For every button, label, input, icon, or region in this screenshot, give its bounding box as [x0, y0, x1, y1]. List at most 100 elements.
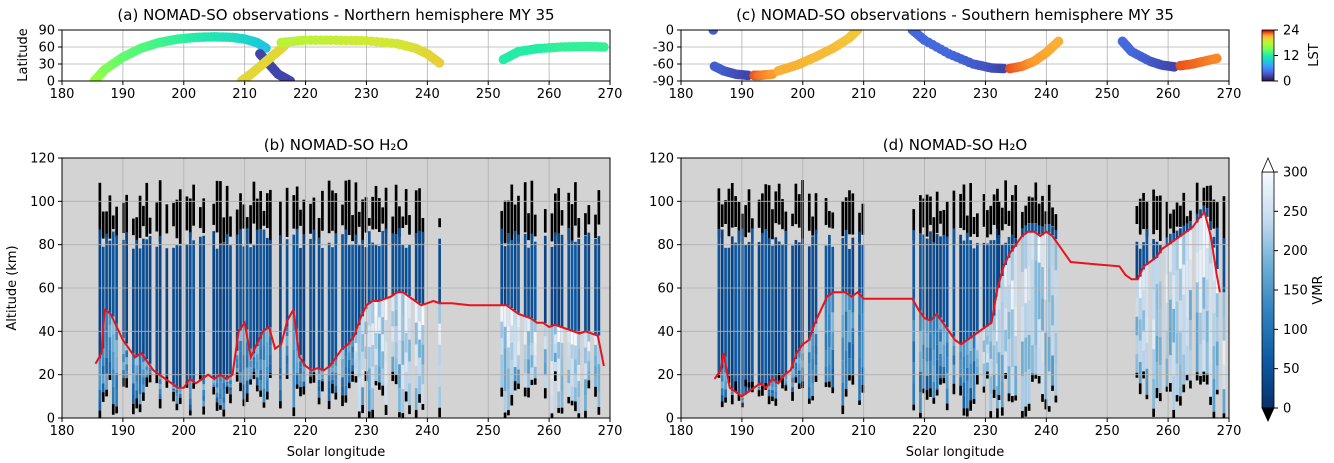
- profile-lower: [1054, 332, 1058, 365]
- profile-lower: [351, 340, 354, 347]
- profile-lower: [553, 343, 557, 353]
- profile-upper: [761, 193, 764, 235]
- profile-middle: [510, 239, 514, 309]
- profile-lower: [557, 375, 561, 392]
- profile-lower: [408, 296, 411, 318]
- profile-middle: [135, 239, 139, 358]
- profile-lower: [121, 354, 125, 363]
- profile-upper: [148, 217, 152, 234]
- profile-upper: [727, 188, 731, 237]
- profile-middle: [1037, 225, 1041, 235]
- profile-lower: [851, 312, 855, 329]
- profile-upper: [767, 185, 771, 245]
- profile-lower: [344, 376, 348, 386]
- profile-upper: [513, 204, 517, 234]
- profile-lower: [1024, 268, 1028, 304]
- profile-lower: [577, 397, 581, 414]
- profile-lower: [1199, 249, 1202, 282]
- profile-lower: [807, 363, 811, 376]
- profile-bottom: [730, 394, 734, 405]
- profile-lower: [969, 388, 972, 401]
- profile-middle: [751, 228, 754, 390]
- profile-lower: [98, 389, 102, 401]
- profile-middle: [567, 228, 571, 330]
- profile-middle: [378, 246, 381, 301]
- profile-lower: [178, 391, 182, 394]
- profile-lower: [844, 350, 848, 370]
- profile-lower: [972, 361, 976, 374]
- profile-lower: [942, 355, 946, 367]
- profile-lower: [121, 362, 125, 371]
- profile-bottom: [115, 406, 118, 414]
- profile-lower: [922, 329, 926, 345]
- profile-lower: [378, 333, 381, 350]
- profile-upper: [367, 217, 371, 226]
- profile-lower: [317, 391, 321, 398]
- profile-lower: [344, 385, 348, 396]
- profile-lower: [858, 378, 861, 401]
- profile-lower: [1155, 257, 1159, 284]
- profile-lower: [1169, 244, 1172, 272]
- profile-middle: [587, 232, 591, 332]
- profile-lower: [265, 341, 269, 355]
- profile-middle: [912, 230, 916, 299]
- profile-upper: [932, 217, 936, 244]
- profile-middle: [530, 233, 534, 319]
- profile-upper: [255, 198, 259, 231]
- profile-lower: [550, 343, 554, 362]
- profile-lower: [757, 389, 761, 391]
- profile-lower: [1152, 260, 1155, 290]
- profile-lower: [574, 359, 577, 374]
- profile-lower: [1199, 281, 1202, 313]
- profile-middle: [814, 229, 818, 324]
- colorbar-tick-label: 150: [1283, 284, 1308, 299]
- profile-lower: [1209, 230, 1212, 264]
- profile-upper: [1041, 195, 1044, 227]
- panel-c-ticks: 180 190 200 210 220 230 240 250 260 270-90-60-300: [653, 24, 1242, 103]
- profile-lower: [1205, 248, 1209, 280]
- profile-middle: [764, 229, 768, 387]
- profile-upper: [757, 199, 761, 228]
- profile-lower: [334, 372, 338, 380]
- profile-lower: [919, 392, 922, 413]
- profile-middle: [98, 229, 102, 359]
- profile-bottom: [844, 389, 848, 397]
- profile-lower: [858, 335, 861, 358]
- y-tick-label: -90: [653, 75, 674, 90]
- profile-lower: [259, 339, 262, 350]
- profile-lower: [844, 331, 848, 351]
- profile-lower: [929, 333, 932, 348]
- profile-lower: [344, 346, 348, 357]
- y-tick-label: 60: [657, 282, 674, 297]
- profile-upper: [312, 197, 316, 241]
- profile-upper: [295, 186, 299, 231]
- profile-lower: [797, 376, 801, 384]
- profile-lower: [992, 330, 996, 346]
- profile-middle: [848, 248, 851, 295]
- profile-lower: [997, 330, 1001, 353]
- profile-lower: [945, 388, 949, 404]
- profile-lower: [158, 389, 162, 395]
- profile-lower: [510, 325, 514, 343]
- profile-upper: [764, 184, 768, 231]
- y-tick-label: 80: [657, 238, 674, 253]
- profile-lower: [814, 344, 818, 355]
- profile-middle: [959, 234, 962, 344]
- profile-lower: [925, 361, 929, 376]
- profile-middle: [527, 247, 530, 318]
- profile-lower: [394, 342, 398, 359]
- profile-lower: [1222, 292, 1226, 317]
- profile-lower: [811, 383, 814, 396]
- profile-lower: [309, 370, 312, 372]
- profile-lower: [587, 331, 591, 342]
- profile-upper: [199, 207, 202, 229]
- profile-middle: [155, 246, 159, 372]
- profile-lower: [1199, 312, 1202, 345]
- profile-middle: [724, 247, 727, 357]
- profile-bottom: [235, 372, 239, 382]
- profile-lower: [1004, 351, 1007, 374]
- profile-lower: [1041, 362, 1044, 395]
- profile-lower: [543, 323, 547, 337]
- profile-lower: [1172, 342, 1176, 377]
- profile-lower: [438, 344, 441, 366]
